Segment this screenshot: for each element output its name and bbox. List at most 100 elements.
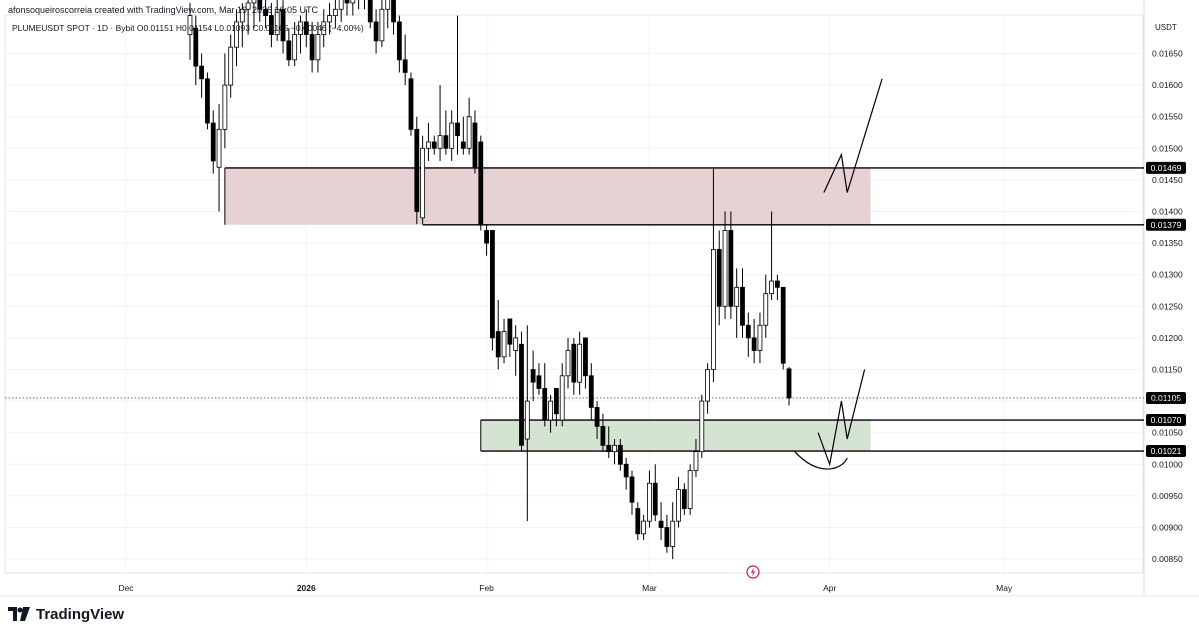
candle[interactable] <box>693 439 699 477</box>
candle[interactable] <box>321 9 327 48</box>
projection-high[interactable] <box>823 78 883 193</box>
candle[interactable] <box>379 0 385 48</box>
candle[interactable] <box>769 211 774 300</box>
candle[interactable] <box>629 470 635 515</box>
candle[interactable] <box>484 224 489 256</box>
candle[interactable] <box>274 0 280 41</box>
lightning-icon[interactable] <box>746 565 760 579</box>
candle[interactable] <box>751 318 757 364</box>
candle[interactable] <box>583 337 588 389</box>
support-zone[interactable] <box>480 420 871 452</box>
candle[interactable] <box>548 394 553 433</box>
candle[interactable] <box>199 53 205 98</box>
candle[interactable] <box>786 366 792 406</box>
candle[interactable] <box>501 318 507 364</box>
candle[interactable] <box>763 274 769 338</box>
candle[interactable] <box>635 502 641 541</box>
candle[interactable] <box>222 53 228 149</box>
candle[interactable] <box>687 464 693 515</box>
candle[interactable] <box>216 104 222 212</box>
candle[interactable] <box>357 0 361 10</box>
candle[interactable] <box>257 0 263 22</box>
candle[interactable] <box>530 350 536 402</box>
candle[interactable] <box>553 388 559 427</box>
candle[interactable] <box>745 312 751 357</box>
candle[interactable] <box>187 2 193 60</box>
candle[interactable] <box>460 116 466 155</box>
projection-low[interactable] <box>817 369 866 467</box>
candle[interactable] <box>327 2 332 35</box>
candle[interactable] <box>414 116 420 225</box>
candle[interactable] <box>676 476 681 528</box>
candle[interactable] <box>315 21 321 73</box>
candle[interactable] <box>774 274 780 300</box>
candle[interactable] <box>623 457 629 490</box>
candle[interactable] <box>711 167 716 383</box>
candle[interactable] <box>565 337 571 389</box>
candle[interactable] <box>780 286 786 370</box>
candle[interactable] <box>449 110 455 161</box>
candle[interactable] <box>652 464 658 522</box>
candle[interactable] <box>286 28 292 67</box>
symbol-ohlc-line[interactable]: PLUMEUSDT SPOT · 1D · Bybit O0.01151 H0.… <box>12 23 364 33</box>
candle[interactable] <box>431 135 437 155</box>
candle[interactable] <box>600 413 606 452</box>
candle[interactable] <box>524 325 530 522</box>
candle[interactable] <box>519 331 524 452</box>
candle[interactable] <box>466 97 472 155</box>
candle[interactable] <box>228 34 234 98</box>
tradingview-brand[interactable]: TradingView <box>8 603 124 625</box>
candle[interactable] <box>239 2 245 48</box>
candle[interactable] <box>670 502 676 560</box>
candle[interactable] <box>542 363 548 427</box>
candle[interactable] <box>338 0 344 22</box>
candle[interactable] <box>472 110 478 174</box>
candle[interactable] <box>699 394 705 458</box>
candle[interactable] <box>757 312 763 364</box>
candle[interactable] <box>373 9 379 54</box>
candle[interactable] <box>402 34 408 86</box>
candle[interactable] <box>716 230 722 326</box>
candle[interactable] <box>617 439 623 471</box>
candle[interactable] <box>362 0 366 10</box>
candle[interactable] <box>612 439 617 465</box>
candle[interactable] <box>455 15 460 155</box>
candle[interactable] <box>507 318 513 357</box>
candle[interactable] <box>513 325 519 376</box>
candle[interactable] <box>367 0 373 29</box>
candle[interactable] <box>443 110 449 155</box>
candle[interactable] <box>303 9 309 48</box>
candle[interactable] <box>245 0 251 35</box>
candle[interactable] <box>263 0 268 29</box>
candle[interactable] <box>205 72 210 130</box>
candle[interactable] <box>740 268 745 338</box>
candle[interactable] <box>705 363 710 414</box>
candle[interactable] <box>490 230 495 351</box>
candle[interactable] <box>571 337 577 395</box>
candle[interactable] <box>268 2 274 48</box>
candle[interactable] <box>681 483 687 515</box>
candle[interactable] <box>350 0 356 16</box>
candle[interactable] <box>594 401 600 440</box>
candle[interactable] <box>292 21 298 67</box>
candle[interactable] <box>420 135 426 225</box>
candle[interactable] <box>234 9 239 67</box>
candle[interactable] <box>734 268 740 338</box>
candle[interactable] <box>280 0 286 54</box>
candle[interactable] <box>391 0 396 35</box>
candle[interactable] <box>408 72 414 136</box>
candle[interactable] <box>193 15 199 86</box>
candle[interactable] <box>251 0 257 29</box>
candle[interactable] <box>664 514 670 553</box>
candle[interactable] <box>495 299 501 370</box>
candle[interactable] <box>344 0 350 16</box>
candle[interactable] <box>536 363 542 395</box>
candle[interactable] <box>606 426 612 458</box>
candle[interactable] <box>385 0 391 29</box>
candle[interactable] <box>641 514 647 541</box>
resistance-zone[interactable] <box>224 167 871 225</box>
candle[interactable] <box>396 15 402 73</box>
candle[interactable] <box>478 135 484 231</box>
candle[interactable] <box>722 211 728 319</box>
